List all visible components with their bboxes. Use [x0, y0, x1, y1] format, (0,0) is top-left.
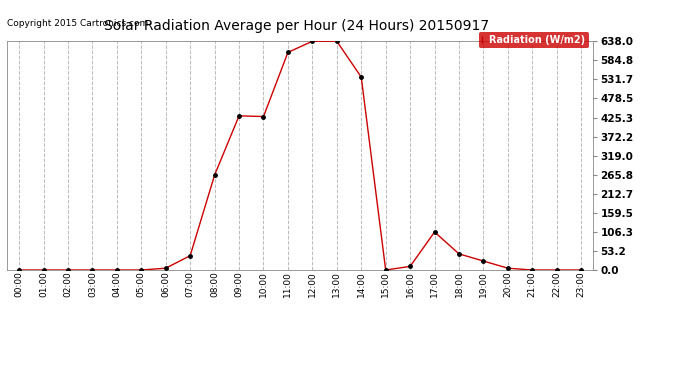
Text: Copyright 2015 Cartronics.com: Copyright 2015 Cartronics.com — [7, 18, 148, 27]
Legend: Radiation (W/m2): Radiation (W/m2) — [479, 32, 589, 48]
Text: Solar Radiation Average per Hour (24 Hours) 20150917: Solar Radiation Average per Hour (24 Hou… — [104, 19, 489, 33]
